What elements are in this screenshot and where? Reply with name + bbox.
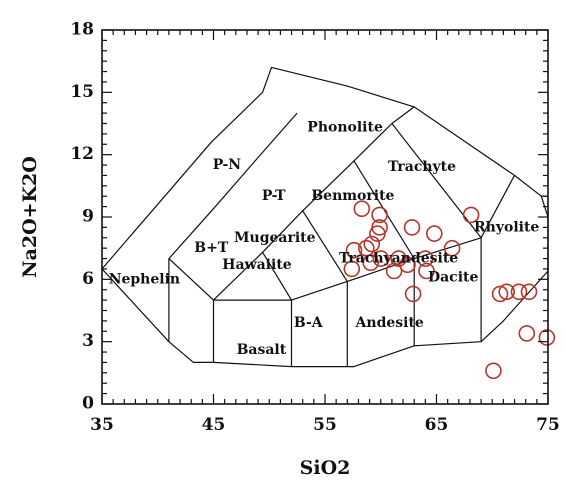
data-point-23: [520, 283, 538, 301]
field-label-p-n: P-N: [213, 157, 242, 173]
data-point-8: [390, 250, 407, 267]
field-label-trachyandesite: Trachyandesite: [339, 251, 458, 267]
data-point-4: [363, 235, 381, 253]
data-point-7: [372, 250, 390, 267]
data-point-1: [371, 206, 388, 224]
field-label-nephelin: Nephelin: [109, 271, 180, 287]
field-boundaries: [101, 66, 549, 368]
data-point-22: [510, 283, 528, 301]
field-label-dacite: Dacite: [428, 269, 479, 285]
data-point-24: [518, 325, 536, 342]
data-point-19: [404, 285, 422, 303]
y-tick-label: 0: [82, 394, 94, 414]
field-boundary-1: [168, 112, 298, 342]
x-tick-label: 35: [90, 415, 114, 435]
data-point-6: [345, 241, 363, 259]
x-tick-label: 45: [202, 415, 226, 435]
field-label-mugearite: Mugearite: [234, 230, 316, 246]
field-label-b-a: B-A: [294, 315, 324, 331]
field-label-b-t: B+T: [194, 240, 229, 256]
field-label-trachyte: Trachyte: [388, 159, 456, 175]
axes: 35 45 55 65 75 0 3 6 9 12 15 18: [70, 20, 560, 436]
data-point-21: [498, 283, 516, 301]
y-axis-title: Na2O+K2O: [19, 156, 41, 278]
field-label-rhyolite: Rhyolite: [474, 219, 539, 235]
data-point-11: [416, 250, 434, 267]
x-tick-label: 65: [425, 415, 449, 435]
field-boundary-9: [262, 251, 293, 301]
field-boundary-12: [391, 123, 516, 239]
y-tick-label: 6: [82, 269, 94, 289]
x-tick-label: 75: [536, 415, 560, 435]
field-label-phonolite: Phonolite: [307, 120, 383, 136]
y-tick-label: 15: [70, 82, 94, 102]
data-point-20: [491, 285, 509, 303]
data-point-14: [403, 219, 421, 236]
field-labels: Phonolite P-N Trachyte P-T Benmorite Rhyolite…: [109, 120, 540, 358]
y-tick-label: 12: [70, 144, 94, 164]
x-axis-title: SiO2: [300, 457, 351, 479]
field-label-hawaiite: Hawaiite: [222, 257, 292, 273]
data-point-17: [462, 206, 480, 224]
data-point-16: [443, 239, 461, 257]
data-point-26: [485, 362, 502, 380]
field-label-benmorite: Benmorite: [311, 188, 394, 204]
data-points: [343, 200, 556, 380]
field-label-andesite: Andesite: [355, 315, 424, 331]
y-tick-label: 3: [82, 331, 94, 351]
data-point-15: [425, 225, 443, 242]
field-label-basalt: Basalt: [237, 342, 287, 358]
data-point-25: [538, 329, 556, 346]
field-label-p-t: P-T: [262, 188, 286, 204]
x-tick-label: 55: [313, 415, 337, 435]
data-point-18: [418, 262, 435, 280]
data-point-13: [385, 262, 403, 280]
data-point-9: [362, 254, 380, 272]
data-point-0: [353, 200, 371, 217]
y-tick-label: 9: [82, 207, 94, 227]
data-point-3: [369, 225, 386, 242]
field-boundary-10: [302, 210, 348, 282]
y-tick-label: 18: [70, 20, 94, 40]
data-point-12: [343, 260, 361, 278]
data-point-10: [399, 256, 416, 274]
